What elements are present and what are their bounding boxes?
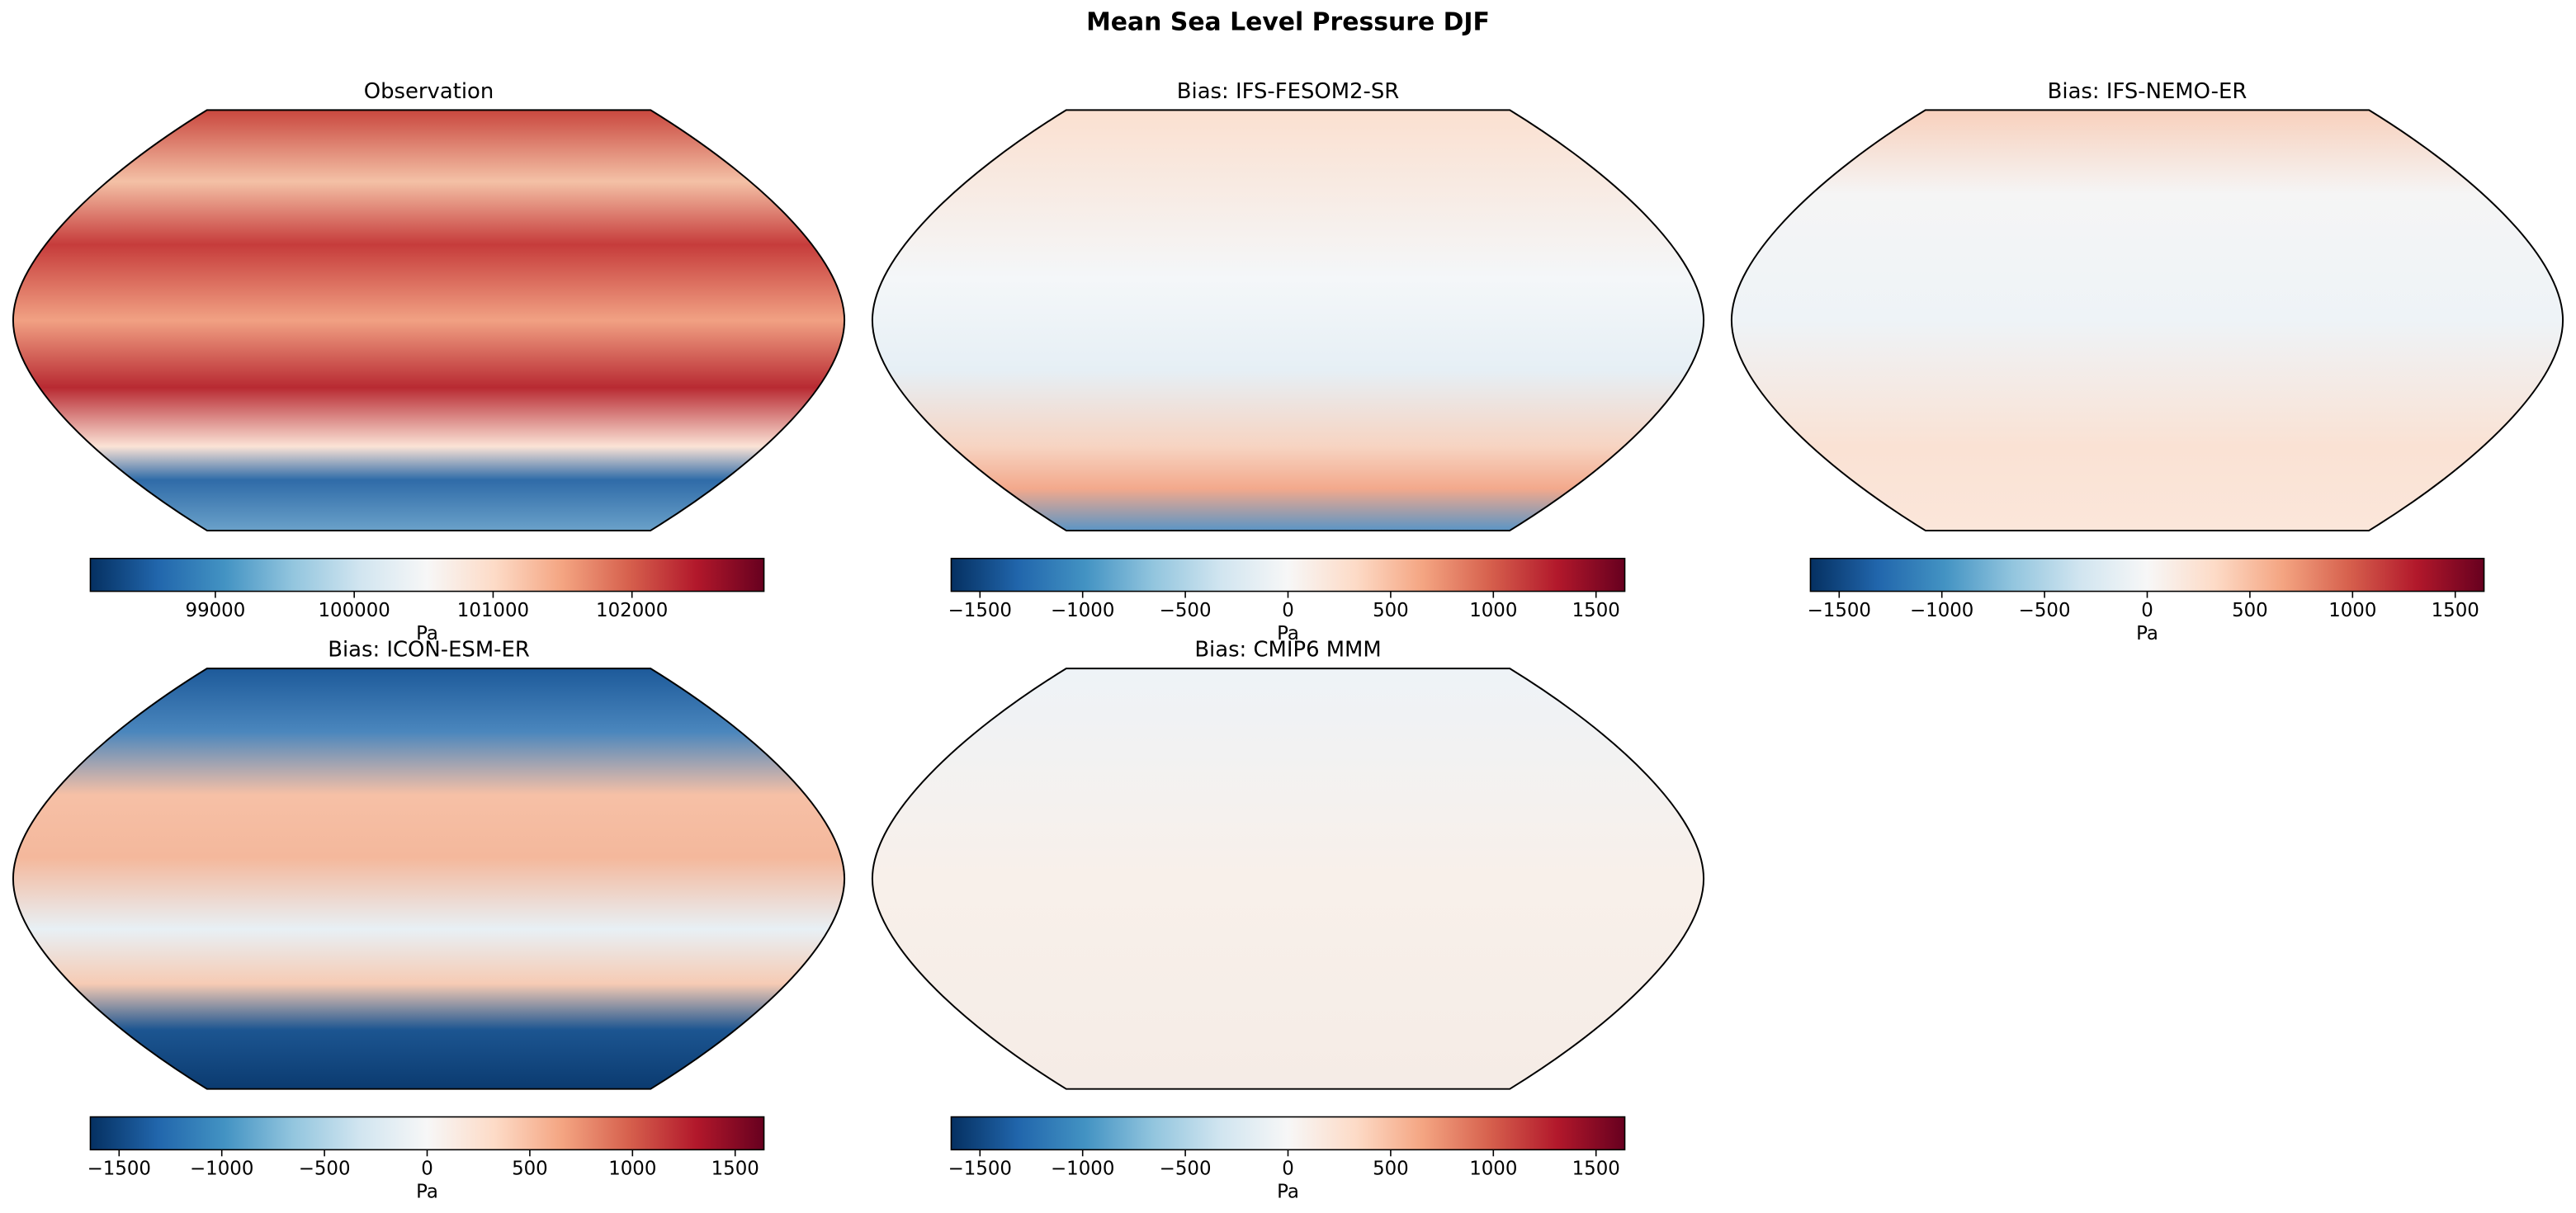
map [871, 109, 1705, 531]
panel-title: Bias: IFS-NEMO-ER [2048, 79, 2248, 104]
colorbar-tick-label: 1000 [1469, 1159, 1517, 1180]
colorbar-tick-label: 1500 [2432, 600, 2479, 621]
colorbar-tick-label: −1500 [1808, 600, 1871, 621]
colorbar-tick-label: 1500 [711, 1159, 759, 1180]
map [871, 668, 1705, 1090]
colorbar-tick-label: 1000 [2328, 600, 2376, 621]
colorbar-tick-label: 99000 [186, 600, 246, 621]
colorbar-tick-label: 1500 [1572, 600, 1620, 621]
colorbar-tick-label: −1500 [948, 1159, 1012, 1180]
colorbar-label: Pa [1277, 1182, 1299, 1203]
colorbar-tick-label: −1000 [1910, 600, 1973, 621]
colorbar-tick-label: 0 [2141, 600, 2153, 621]
colorbar-tick-label: −500 [1160, 600, 1212, 621]
colorbar-tick-label: 0 [421, 1159, 433, 1180]
colorbar-tick-label: 100000 [319, 600, 390, 621]
colorbar-tick-label: −500 [2019, 600, 2071, 621]
colorbar [950, 1116, 1626, 1151]
colorbar-tick-label: −500 [1160, 1159, 1212, 1180]
colorbar-tick-label: 101000 [457, 600, 529, 621]
colorbar-tick-label: 500 [512, 1159, 548, 1180]
colorbar-tick-label: −500 [299, 1159, 351, 1180]
map [1730, 109, 2564, 531]
map [12, 668, 846, 1090]
panel-title: Bias: ICON-ESM-ER [328, 638, 530, 663]
colorbar-tick-label: −1000 [190, 1159, 253, 1180]
colorbar [89, 1116, 765, 1151]
colorbar-tick-label: 1000 [1469, 600, 1517, 621]
colorbar-label: Pa [1277, 623, 1299, 644]
colorbar-tick-label: 1500 [1572, 1159, 1620, 1180]
colorbar-label: Pa [416, 623, 438, 644]
colorbar-tick-label: 500 [1373, 600, 1409, 621]
colorbar-tick-label: −1000 [1051, 600, 1114, 621]
colorbar-label: Pa [2136, 623, 2158, 644]
colorbar-tick-label: −1500 [948, 600, 1012, 621]
map [12, 109, 846, 531]
panel-title: Bias: CMIP6 MMM [1194, 638, 1381, 663]
colorbar [950, 557, 1626, 592]
colorbar [89, 557, 765, 592]
colorbar-tick-label: 0 [1282, 1159, 1294, 1180]
colorbar-tick-label: 0 [1282, 600, 1294, 621]
colorbar-tick-label: −1000 [1051, 1159, 1114, 1180]
colorbar-tick-label: 500 [2232, 600, 2268, 621]
colorbar-tick-label: 1000 [608, 1159, 656, 1180]
colorbar-tick-label: 500 [1373, 1159, 1409, 1180]
colorbar [1809, 557, 2485, 592]
colorbar-label: Pa [416, 1182, 438, 1203]
panel-title: Observation [364, 79, 494, 104]
colorbar-tick-label: 102000 [596, 600, 668, 621]
colorbar-tick-label: −1500 [87, 1159, 151, 1180]
figure-title: Mean Sea Level Pressure DJF [1086, 7, 1490, 36]
panel-title: Bias: IFS-FESOM2-SR [1177, 79, 1399, 104]
